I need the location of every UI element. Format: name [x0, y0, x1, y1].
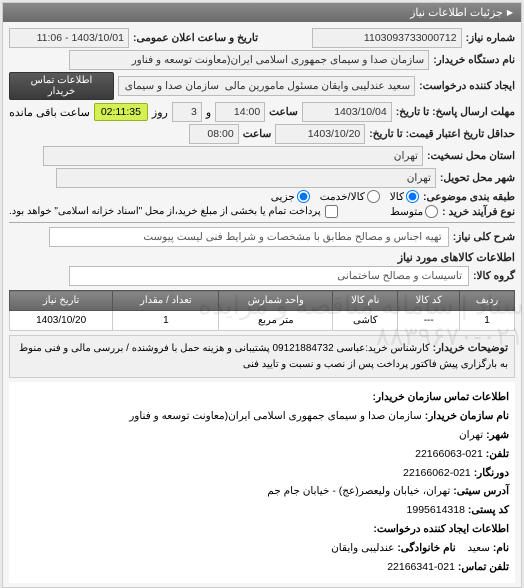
td-2: کاشی [333, 311, 398, 331]
desc-label: شرح کلی نیاز: [453, 231, 515, 243]
td-3: متر مربع [219, 311, 333, 331]
panel-body: شماره نیاز: تاریخ و ساعت اعلان عمومی: نا… [3, 22, 521, 587]
table-row[interactable]: 1 --- کاشی متر مربع 1 1403/10/20 [10, 311, 515, 331]
req-no-label: شماره نیاز: [466, 32, 515, 44]
c-org: سازمان صدا و سیمای جمهوری اسلامی ایران(م… [129, 410, 422, 422]
c-family-label: نام خانوادگی: [397, 542, 455, 554]
th-4: تعداد / مقدار [113, 291, 219, 311]
radio-kala[interactable] [406, 190, 419, 203]
deadline-date-input [302, 102, 392, 122]
time-label-1: ساعت [269, 106, 298, 118]
buyer-note-box: توضیحات خریدار: کارشناس خرید:عباسی 09121… [9, 335, 515, 378]
td-5: 1403/10/20 [10, 311, 113, 331]
time-label-2: ساعت [243, 128, 272, 140]
c-name: سعید [467, 542, 490, 554]
th-5: تاریخ نیاز [10, 291, 113, 311]
radio-khadamat-label[interactable]: کالا/خدمت [320, 190, 380, 203]
announce-input [9, 28, 129, 48]
creator-title: اطلاعات ایجاد کننده درخواست: [15, 520, 509, 539]
c-family: عندلیبی وایقان [331, 542, 394, 554]
td-0: 1 [460, 311, 515, 331]
c-city: تهران [459, 429, 483, 441]
c-phone-label: تلفن تماس: [458, 561, 509, 573]
validity-date-input [275, 124, 365, 144]
creator-label: ایجاد کننده درخواست: [419, 80, 515, 92]
budget-label: طبقه بندی موضوعی: [423, 191, 515, 203]
days-input [172, 102, 202, 122]
th-0: ردیف [460, 291, 515, 311]
city-input [56, 168, 436, 188]
c-addr-label: آدرس سیتی: [453, 485, 509, 497]
c-fax: 021-22166062 [403, 467, 471, 479]
panel-header: جزئیات اطلاعات نیاز [3, 3, 521, 22]
contact-title: اطلاعات تماس سازمان خریدار: [15, 388, 509, 407]
desc-input [49, 227, 449, 247]
group-input [69, 266, 469, 286]
pay-checkbox[interactable] [325, 205, 338, 218]
c-tel: 021-22166063 [415, 448, 483, 460]
remaining-label: ساعت باقی مانده [9, 106, 90, 119]
main-panel: جزئیات اطلاعات نیاز شماره نیاز: تاریخ و … [2, 2, 522, 588]
kala-radio-group: کالا کالا/خدمت جزیی [271, 190, 419, 203]
c-postal-label: کد پستی: [468, 504, 509, 516]
contact-buyer-button[interactable]: اطلاعات تماس خریدار [9, 72, 114, 100]
radio-khadamat[interactable] [367, 190, 380, 203]
org-input [69, 50, 429, 70]
contact-block: اطلاعات تماس سازمان خریدار: نام سازمان خ… [9, 382, 515, 583]
c-tel-label: تلفن: [486, 448, 509, 460]
org-label: نام دستگاه خریدار: [433, 54, 515, 66]
td-4: 1 [113, 311, 219, 331]
radio-jozi[interactable] [297, 190, 310, 203]
radio-mid-label[interactable]: متوسط [390, 205, 438, 218]
creator-input [118, 76, 415, 96]
radio-kala-label[interactable]: کالا [390, 190, 419, 203]
goods-table: ردیف کد کالا نام کالا واحد شمارش تعداد /… [9, 290, 515, 331]
req-no-input [312, 28, 462, 48]
pay-note: پرداخت تمام یا بخشی از مبلغ خرید،از محل … [9, 206, 321, 217]
process-radio-group: متوسط [390, 205, 438, 218]
c-phone: 021-22166341 [387, 561, 455, 573]
panel-title: جزئیات اطلاعات نیاز [410, 6, 503, 19]
c-name-label: نام: [493, 542, 509, 554]
and-label: و [206, 106, 211, 119]
remaining-time-badge: 02:11:35 [94, 103, 148, 121]
th-2: نام کالا [333, 291, 398, 311]
location-input [43, 146, 423, 166]
note-label: توضیحات خریدار: [433, 342, 508, 354]
validity-time-input [189, 124, 239, 144]
city-label: شهر محل تحویل: [440, 172, 515, 184]
table-header-row: ردیف کد کالا نام کالا واحد شمارش تعداد /… [10, 291, 515, 311]
day-label: روز [152, 106, 168, 119]
c-addr: تهران، خیابان ولیعصر(عج) - خیابان جام جم [267, 485, 450, 497]
process-label: نوع فرآیند خرید : [442, 206, 515, 218]
th-3: واحد شمارش [219, 291, 333, 311]
c-org-label: نام سازمان خریدار: [425, 410, 509, 422]
location-label: استان محل نسخیت: [427, 150, 515, 162]
td-1: --- [398, 311, 460, 331]
c-fax-label: دورنگار: [474, 467, 509, 479]
radio-mid[interactable] [425, 205, 438, 218]
deadline-label: مهلت ارسال پاسخ: تا تاریخ: [396, 106, 515, 118]
c-city-label: شهر: [486, 429, 509, 441]
radio-jozi-label[interactable]: جزیی [271, 190, 310, 203]
c-postal: 1995614318 [407, 504, 465, 516]
group-label: گروه کالا: [473, 270, 515, 282]
deadline-time-input [215, 102, 265, 122]
th-1: کد کالا [398, 291, 460, 311]
validity-label: حداقل تاریخ اعتبار قیمت: تا تاریخ: [369, 128, 515, 140]
goods-title: اطلاعات کالاهای مورد نیاز [9, 251, 515, 264]
announce-label: تاریخ و ساعت اعلان عمومی: [133, 32, 258, 44]
